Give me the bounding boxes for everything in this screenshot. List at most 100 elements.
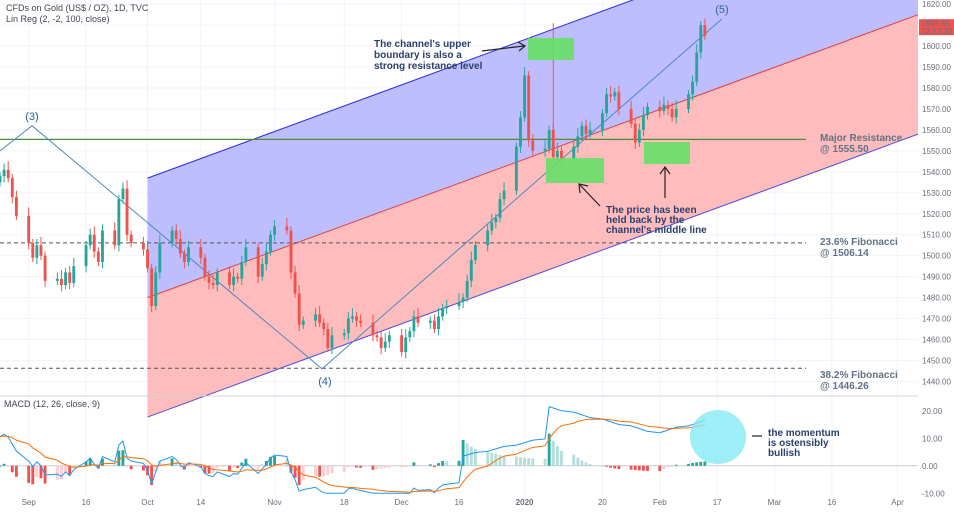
candle-body [629,108,633,124]
candle-body [359,320,363,323]
macd-histogram-bar [576,457,580,466]
candle-body [674,108,678,118]
candle-body [60,278,63,286]
candle-body [355,316,358,321]
candle-body [88,234,92,246]
candle-body [96,251,100,262]
candle-body [39,245,43,256]
chart-title: CFDs on Gold (US$ / OZ), 1D, TVC [6,3,149,13]
macd-histogram-bar [322,465,326,477]
candle-body [555,150,559,158]
candle-body [2,169,6,177]
candle-body [244,247,248,262]
macd-line [0,405,706,494]
macd-histogram-bar [129,465,133,470]
macd-histogram-bar [228,465,231,472]
candle-body [178,238,182,254]
macd-histogram-bar [170,458,174,466]
horizontal-levels [0,138,806,369]
candle-body [379,337,383,348]
momentum-note-line: the momentum [768,428,840,439]
candle-body [199,247,203,258]
candle-body [342,333,346,336]
macd-histogram-bar [523,457,527,466]
macd-histogram-bar [289,465,293,473]
channel-lower-line [147,133,919,418]
macd-histogram-bar [432,465,436,468]
candle-body [68,272,72,283]
macd-histogram-bar [174,462,178,466]
candle-body [375,335,379,338]
momentum-note-line: bullish [768,448,800,459]
annotation-middle-line: The price has been [606,205,697,216]
candle-body [322,322,326,330]
macd-histogram-bar [609,465,613,468]
candle-body [170,230,174,244]
candle-body [0,176,2,183]
macd-histogram-bar [437,463,440,466]
macd-histogram-bar [605,465,608,467]
macd-histogram-bar [154,465,158,472]
macd-histogram-bar [494,454,498,466]
candle-body [142,243,145,250]
macd-histogram-bar [31,465,35,485]
date-axis-tick: Nov [267,498,281,507]
macd-histogram-bar [178,465,182,468]
price-axis-tick: 1600.00 [922,42,951,51]
candle-body [457,301,461,306]
candle-body [412,316,416,332]
candle-body [301,320,305,325]
macd-histogram-bar [691,463,695,466]
candle-body [695,52,699,82]
macd-histogram-bar [498,455,502,466]
macd-histogram-bar [55,465,59,480]
macd-histogram-bar [359,465,363,468]
macd-histogram-bar [125,465,129,467]
candle-body [211,282,215,286]
date-axis-tick: Sep [22,498,37,507]
candle-body [207,276,211,283]
date-axis-tick: Oct [141,498,154,507]
macd-histogram-bar [101,458,104,466]
macd-histogram-bar [572,454,576,466]
macd-histogram-bar [412,462,416,466]
candle-body [285,226,289,231]
candle-body [150,268,154,306]
candle-body [158,243,162,273]
wave-label-4: (4) [318,376,331,388]
macd-histogram-bar [428,464,432,466]
level-value: @ 1506.14 [820,248,869,259]
macd-histogram-bar [687,463,690,466]
candle-body [445,305,449,309]
macd-histogram-bar [695,462,699,466]
candle-body [601,113,604,130]
macd-histogram-bar [84,461,88,466]
price-axis-tick: 1500.00 [922,252,951,261]
macd-histogram-bar [531,458,535,466]
macd-histogram-bar [473,449,477,466]
candle-body [117,199,121,246]
macd-histogram-bar [445,461,449,466]
candle-body [560,150,563,160]
candle-body [314,314,317,321]
candle-body [572,146,576,160]
candle-body [215,272,219,286]
candle-body [584,125,588,135]
candle-body [531,140,535,151]
macd-histogram-bar [674,464,678,466]
candle-body [432,320,436,330]
candle-body [289,230,293,273]
candle-body [371,322,375,336]
macd-histogram-bar [547,433,551,466]
candle-body [408,331,412,338]
candle-body [437,316,440,330]
candle-body [55,278,59,281]
macd-histogram-bar [641,465,645,471]
macd-histogram-bar [416,464,420,466]
level-value: @ 1555.50 [820,144,869,155]
candle-body [10,178,14,197]
price-axis-tick: 1590.00 [922,63,951,72]
macd-histogram-bar [342,465,346,472]
macd-histogram-bar [588,464,592,466]
macd-histogram-bar [375,465,379,470]
